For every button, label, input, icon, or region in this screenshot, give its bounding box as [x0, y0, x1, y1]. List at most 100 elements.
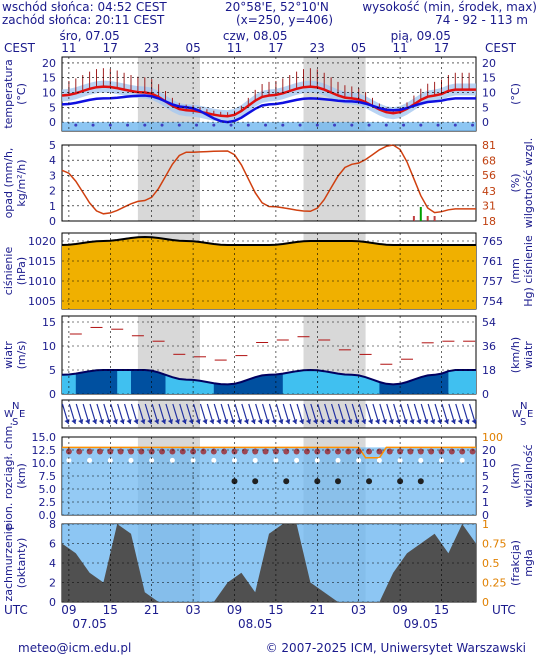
cloud-base-dot [376, 448, 383, 455]
ground-temp-dot [160, 123, 164, 127]
wind-kmh-tick-right: 18 [482, 364, 496, 377]
ground-temp-dot [229, 123, 233, 127]
wind-dir-arrowhead [340, 419, 346, 424]
vis-tick-left: 12.5 [32, 444, 57, 457]
wind-dir-arrowhead [285, 419, 291, 424]
hour-bottom-label: 15 [103, 603, 118, 617]
hour-top-label: 11 [392, 41, 407, 55]
temp-tick-right: 15 [482, 72, 496, 85]
fog-tick-right: 0 [482, 596, 489, 609]
low-cloud-dot [232, 457, 237, 463]
wind-dir-arrowhead [181, 419, 187, 424]
fog-tick-right: 1 [482, 518, 489, 531]
wind-dir-arrowhead [167, 419, 173, 424]
panel-label-left2-wind: (m/s) [15, 341, 28, 370]
wind-speed-line [61, 368, 476, 386]
panel-label-left2-cloud: (oktanty) [15, 538, 28, 589]
cloud-tick-left: 6 [49, 538, 56, 551]
low-cloud-dot [87, 457, 93, 463]
low-cloud-dot [252, 457, 258, 463]
vis-km-tick-right: 100 [482, 431, 503, 444]
cloud-base-dot [210, 448, 217, 455]
cloud-base-dot [293, 448, 300, 455]
day-top-label: śro, 07.05 [59, 29, 119, 43]
temp-tick-left: 15 [42, 72, 56, 85]
ground-temp-dot [436, 123, 440, 127]
wind-dir-arrowhead [312, 419, 318, 424]
night-band-precip-0 [137, 145, 200, 221]
coords-text: 20°58'E, 52°10'N [225, 0, 329, 14]
wind-dir-arrowhead [195, 419, 201, 424]
ground-temp-dot [333, 123, 337, 127]
panel-label-left2-temperature: (°C) [15, 83, 28, 105]
vis-tick-left: 0.0 [39, 509, 57, 522]
hour-bottom-label: 09 [61, 603, 76, 617]
temp-tick-left: 10 [42, 87, 56, 100]
cloud-base-dot [407, 448, 414, 455]
precip-tick-left: 3 [49, 169, 56, 182]
cloud-base-dot [128, 448, 134, 455]
panel-label-left2-pressure: (hPa) [15, 257, 28, 285]
hour-bottom-label: 09 [227, 603, 242, 617]
hour-bottom-label: 03 [185, 603, 200, 617]
wind-kmh-tick-right: 36 [482, 340, 496, 353]
wind-dir-arrowhead [354, 419, 360, 424]
wind-dir-arrowhead [443, 419, 449, 424]
panel-label-left-precip: opad (mm/h, [2, 148, 15, 219]
wind-dir-arrowhead [292, 419, 298, 424]
wind-speed-dark [379, 371, 449, 394]
hour-top-label: 17 [268, 41, 283, 55]
hour-bottom-label: 09 [392, 603, 407, 617]
cloud-tick-left: 2 [49, 577, 56, 590]
dew-point-line [61, 94, 476, 124]
hour-bottom-label: 03 [351, 603, 366, 617]
temp-tick-left: 20 [42, 57, 56, 70]
mid-cloud-dot [252, 478, 259, 485]
ground-temp-dot [126, 123, 130, 127]
compass-left-1: S [12, 417, 18, 428]
wind-dir-arrowhead [250, 419, 256, 424]
pressure-tick-right: 765 [482, 235, 503, 248]
footer-email[interactable]: meteo@icm.edu.pl [18, 641, 132, 655]
cloud-base-dot [190, 448, 197, 455]
low-cloud-dot [314, 457, 320, 463]
cloud-base-dot [324, 448, 331, 455]
low-cloud-dot [335, 457, 341, 463]
panel-label-left-wind: wiatr [2, 341, 15, 369]
temp-spread-band [62, 80, 476, 123]
vis-tick-left: 7.5 [39, 470, 57, 483]
ground-temp-dot [143, 123, 147, 127]
cloud-base-dot [179, 448, 186, 455]
vis-km-tick-right: 1 [482, 496, 489, 509]
wind-speed-dark [131, 370, 166, 394]
wind-kmh-tick-right: 0 [482, 388, 489, 401]
mid-cloud-dot [417, 478, 424, 485]
low-cloud-dot [169, 457, 175, 463]
precip-tick-left: 2 [49, 185, 56, 198]
cloud-base-dot [335, 448, 341, 455]
grid-text: (x=250, y=406) [236, 13, 334, 27]
wind-dir-arrowhead [305, 419, 311, 424]
hour-top-label: 11 [227, 41, 242, 55]
wind-dir-arrowhead [257, 419, 263, 424]
cloud-base-dot [459, 448, 466, 455]
wind-dir-arrowhead [437, 419, 443, 424]
wind-dir-arrowhead [374, 419, 380, 424]
tz-bottom-right: UTC [492, 603, 516, 617]
wind-dir-arrowhead [202, 419, 208, 424]
humidity-tick-right: 43 [482, 185, 496, 198]
vis-km-tick-right: 0 [482, 509, 489, 522]
visibility-sky [62, 447, 476, 515]
panel-frame-precip [61, 144, 477, 222]
ground-temp-dot [471, 123, 475, 127]
wind-dir-arrowhead [119, 419, 125, 424]
low-cloud-dot [128, 457, 134, 463]
cloud-base-dot [117, 448, 124, 455]
wind-dir-arrowhead [230, 419, 236, 424]
cloud-base-dot [428, 448, 435, 455]
wind-dir-arrowhead [361, 419, 367, 424]
ground-temp-dot [350, 123, 354, 127]
humidity-tick-right: 56 [482, 169, 496, 182]
wind-dir-arrowhead [98, 419, 104, 424]
cloud-tick-left: 4 [49, 557, 56, 570]
